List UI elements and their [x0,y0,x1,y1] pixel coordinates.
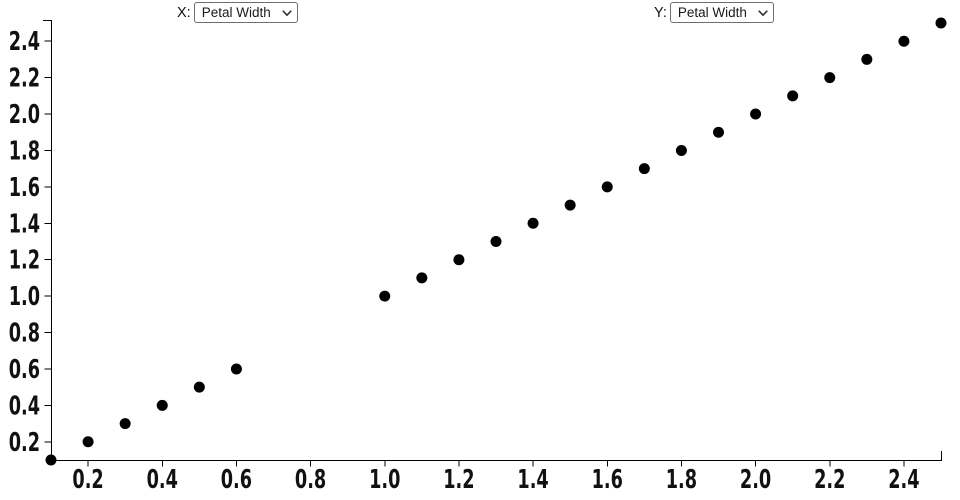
data-point [490,236,502,247]
x-axis-tick-label: 1.2 [443,465,474,495]
data-point [193,381,205,393]
y-axis-tick-label: 2.0 [9,100,40,130]
data-point [527,217,539,229]
y-axis-line [43,20,52,460]
data-point [601,181,613,193]
data-point [564,199,576,211]
x-axis-tick-label: 1.0 [369,465,400,495]
y-axis-control: Y: Petal Width [654,2,774,23]
data-point [750,108,762,120]
y-axis-tick-label: 0.8 [9,318,40,348]
data-point [453,254,465,266]
x-axis-control: X: Petal Width [177,2,298,23]
data-point [713,126,724,138]
y-axis-tick-label: 0.2 [9,427,40,457]
x-axis-tick-label: 0.8 [295,465,326,495]
y-axis-tick-label: 1.0 [9,282,40,312]
x-axis-tick-label: 2.2 [814,465,845,495]
x-axis-tick-label: 0.4 [147,465,178,495]
data-point [675,144,687,156]
data-point [82,436,94,448]
x-axis-tick-label: 1.4 [517,465,548,495]
data-point [824,72,836,84]
y-axis-tick-label: 1.8 [9,136,40,166]
data-point [156,399,168,411]
data-point [119,418,131,430]
x-variable-select[interactable]: Petal Width [193,2,298,23]
y-axis-label: Y: [654,4,667,21]
y-variable-select[interactable]: Petal Width [669,2,774,23]
y-axis-tick-label: 2.2 [9,63,40,93]
data-point [638,163,650,175]
x-axis-tick-label: 2.0 [740,465,771,495]
x-axis-tick-label: 2.4 [888,465,919,495]
data-point [379,290,391,302]
x-axis-line [51,451,942,461]
data-point [416,272,428,284]
x-axis-tick-label: 0.6 [221,465,252,495]
data-point [230,363,242,375]
data-point [935,17,947,29]
x-axis-tick-label: 1.6 [592,465,623,495]
data-point [861,53,873,65]
x-axis-tick-label: 0.2 [72,465,103,495]
data-point [45,454,57,466]
y-axis-tick-label: 0.6 [9,355,40,385]
data-point [898,35,910,47]
data-point [787,90,799,102]
y-axis-tick-label: 2.4 [9,27,40,57]
y-axis-tick-label: 1.6 [9,172,40,202]
y-axis-tick-label: 1.2 [9,245,40,275]
y-axis-tick-label: 1.4 [9,209,40,239]
x-axis-tick-label: 1.8 [666,465,697,495]
y-axis-tick-label: 0.4 [9,391,40,421]
x-axis-label: X: [177,4,191,21]
